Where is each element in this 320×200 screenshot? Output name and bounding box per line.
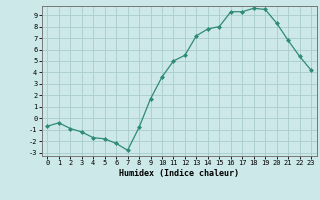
X-axis label: Humidex (Indice chaleur): Humidex (Indice chaleur): [119, 169, 239, 178]
